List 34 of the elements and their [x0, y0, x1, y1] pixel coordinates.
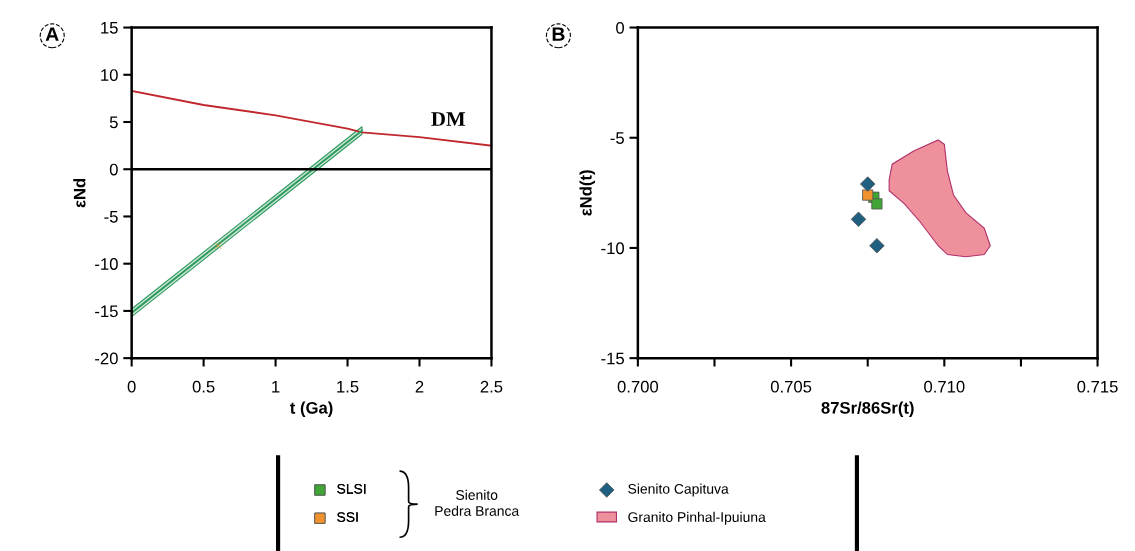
x-tick-label: 0	[127, 380, 136, 393]
x-tick-label: 0.715	[1077, 380, 1118, 393]
y-tick-label: 0	[109, 163, 118, 176]
x-axis-title: 87Sr/86Sr(t)	[821, 401, 914, 417]
y-axis-title: εNd	[73, 178, 86, 208]
y-tick-label: -15	[601, 352, 624, 365]
legend-label: Sienito Capituva	[628, 483, 729, 497]
legend-label: SSI	[337, 512, 358, 523]
y-axis-title: εNd(t)	[579, 170, 596, 216]
legend-label: SLSI	[337, 483, 366, 494]
series-label: DM	[431, 112, 466, 126]
chart-title: B	[552, 27, 565, 41]
y-tick-label: -20	[95, 352, 118, 365]
y-tick-label: -10	[95, 258, 118, 270]
y-tick-label: -15	[95, 305, 118, 318]
y-tick-label: -5	[610, 132, 624, 144]
x-tick-label: 0.5	[192, 380, 215, 393]
text: Sienito Pedra Branca	[435, 489, 520, 516]
y-tick-label: 5	[109, 116, 118, 129]
x-tick-label: 1.5	[337, 380, 359, 393]
y-tick-label: -10	[601, 242, 625, 255]
x-tick-label: 2	[415, 380, 424, 393]
y-tick-label: -5	[104, 211, 118, 223]
x-tick-label: 2.5	[480, 380, 503, 393]
x-tick-label: 0.705	[770, 380, 812, 393]
y-tick-label: 0	[616, 21, 625, 34]
chart-title: A	[45, 27, 59, 41]
y-tick-label: 15	[101, 22, 118, 34]
legend-label: Granito Pinhal-Ipuiuna	[628, 511, 766, 525]
x-axis-title: t (Ga)	[290, 401, 333, 417]
x-tick-label: 0.700	[617, 380, 659, 393]
x-tick-label: 1	[272, 380, 280, 393]
x-tick-label: 0.710	[924, 380, 965, 393]
y-tick-label: 10	[101, 69, 118, 81]
